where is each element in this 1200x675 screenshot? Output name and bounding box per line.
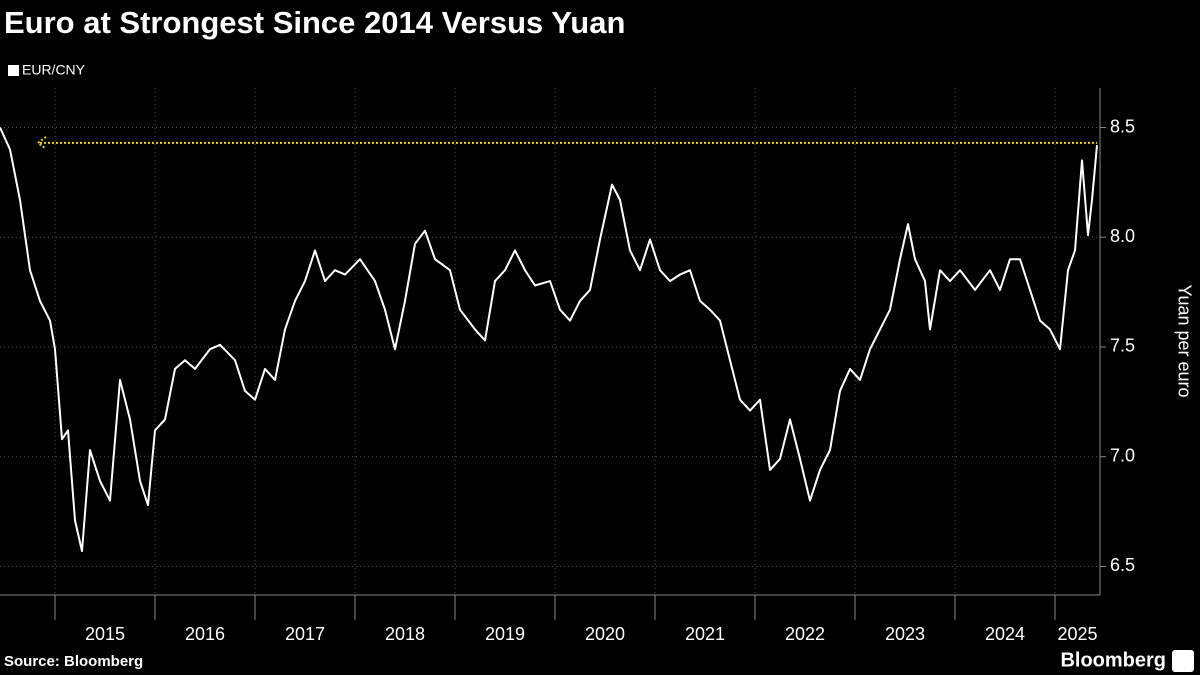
x-tick-label: 2023 — [885, 624, 925, 644]
brand-logo: Bloomberg — [1060, 649, 1166, 671]
brand-icon — [1172, 650, 1194, 672]
y-tick-label: 8.0 — [1110, 226, 1135, 246]
x-tick-label: 2025 — [1057, 624, 1097, 644]
y-tick-label: 8.5 — [1110, 116, 1135, 136]
x-tick-label: 2022 — [785, 624, 825, 644]
x-tick-label: 2017 — [285, 624, 325, 644]
x-tick-label: 2024 — [985, 624, 1025, 644]
y-tick-label: 6.5 — [1110, 555, 1135, 575]
legend-swatch — [8, 65, 19, 76]
data-line — [0, 127, 1098, 553]
x-tick-label: 2018 — [385, 624, 425, 644]
chart-title: Euro at Strongest Since 2014 Versus Yuan — [4, 5, 625, 40]
x-tick-label: 2021 — [685, 624, 725, 644]
legend-label: EUR/CNY — [22, 62, 86, 78]
x-tick-label: 2015 — [85, 624, 125, 644]
x-tick-label: 2019 — [485, 624, 525, 644]
y-axis-label: Yuan per euro — [1174, 284, 1194, 397]
source: Source: Bloomberg — [4, 653, 143, 670]
x-tick-label: 2020 — [585, 624, 625, 644]
y-tick-label: 7.5 — [1110, 336, 1135, 356]
x-tick-label: 2016 — [185, 624, 225, 644]
reference-arrow — [36, 136, 47, 150]
y-tick-label: 7.0 — [1110, 445, 1135, 465]
